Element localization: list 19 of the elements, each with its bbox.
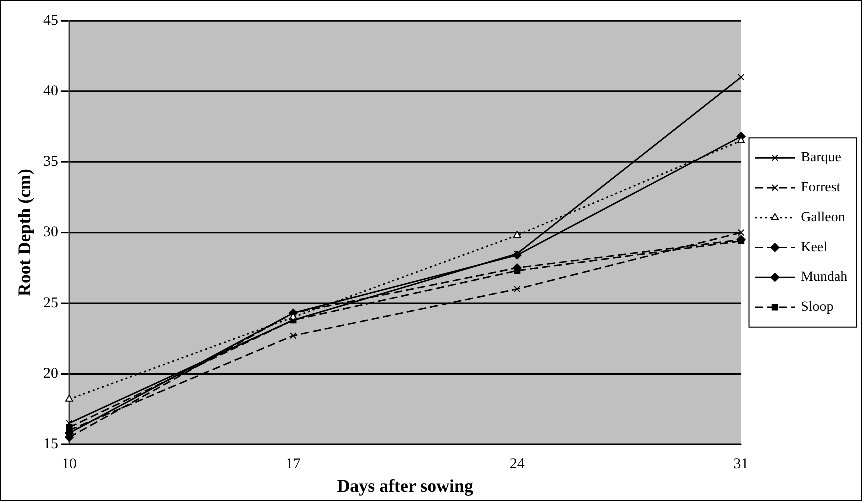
- x-axis-title: Days after sowing: [337, 476, 474, 496]
- legend-label: Galleon: [801, 210, 846, 226]
- x-tick-label: 31: [734, 456, 749, 472]
- y-tick-label: 35: [44, 154, 58, 170]
- x-tick-label: 17: [286, 456, 302, 472]
- y-tick-label: 15: [44, 436, 58, 453]
- x-tick-label: 10: [62, 456, 77, 472]
- y-tick-label: 45: [44, 12, 58, 29]
- y-tick-label: 40: [44, 83, 58, 100]
- legend-label: Mundah: [801, 270, 848, 286]
- y-axis-title: Root Depth (cm): [14, 169, 34, 296]
- y-tick-label: 20: [44, 366, 58, 382]
- legend-label: Barque: [801, 150, 842, 166]
- legend-label: Keel: [801, 240, 828, 256]
- x-tick-label: 24: [510, 456, 526, 472]
- y-tick-label: 30: [44, 224, 58, 241]
- legend-label: Sloop: [801, 300, 834, 316]
- legend-label: Forrest: [801, 180, 841, 196]
- y-tick-label: 25: [44, 295, 58, 312]
